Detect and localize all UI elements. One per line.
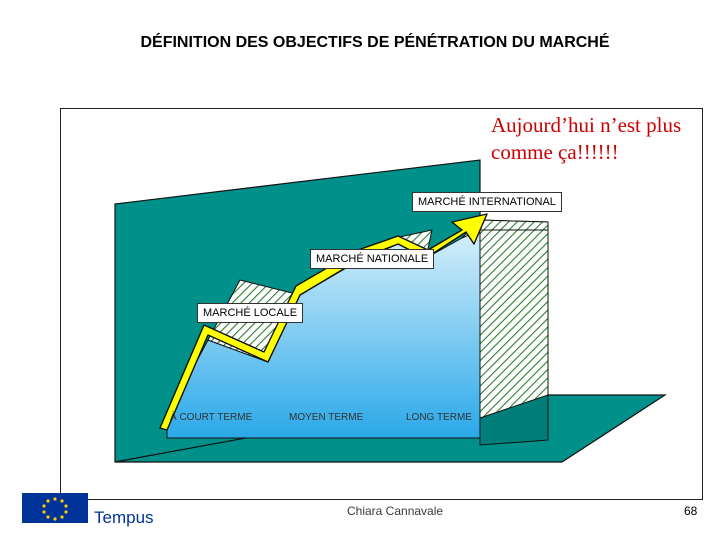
growth-arrow [159, 213, 488, 431]
annotation-note: Aujourd’hui n’est plus comme ça!!!!!! [491, 113, 682, 164]
label-international-market: MARCHÉ INTERNATIONAL [412, 192, 562, 212]
label-local-market: MARCHÉ LOCALE [197, 303, 304, 323]
label-national-market: MARCHÉ NATIONALE [310, 249, 435, 269]
author-name: Chiara Cannavale [347, 504, 444, 518]
logo-wordmark: Tempus [94, 508, 154, 527]
slide-title: DÉFINITION DES OBJECTIFS DE PÉNÉTRATION … [140, 34, 610, 51]
eu-stars-icon [42, 497, 68, 521]
tempus-logo: Tempus [22, 493, 154, 527]
label-long-term: LONG TERME [406, 412, 472, 423]
label-medium-term: MOYEN TERME [289, 412, 364, 423]
hatch-face-long [479, 219, 549, 419]
label-short-term: À COURT TERME [170, 412, 253, 423]
page-number: 68 [684, 504, 698, 518]
